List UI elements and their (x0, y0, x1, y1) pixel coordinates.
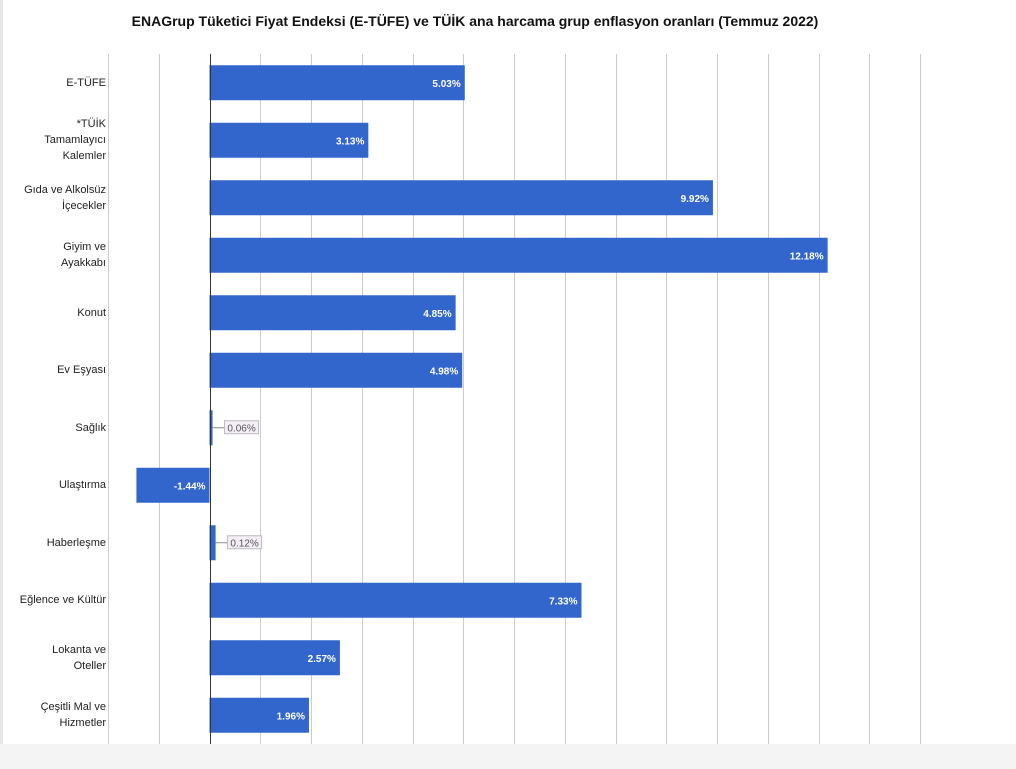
data-label: 4.85% (423, 309, 451, 320)
category-label: Eğlence ve Kültür (4, 592, 106, 608)
category-label: Haberleşme (4, 535, 106, 551)
bar (209, 65, 465, 101)
category-label: E-TÜFE (4, 75, 106, 91)
bar (209, 295, 456, 331)
category-label-line: Giyim ve (63, 241, 106, 254)
category-label: Sağlık (4, 420, 106, 436)
bar (209, 525, 216, 561)
category-label: Konut (4, 305, 106, 321)
data-label: 7.33% (549, 596, 577, 607)
data-label: 9.92% (681, 194, 709, 205)
bar (136, 467, 210, 503)
category-label-line: Kalemler (62, 150, 106, 163)
bar (209, 122, 369, 158)
category-label: Ulaştırma (4, 477, 106, 493)
data-label: 5.03% (432, 79, 460, 90)
bar (209, 582, 582, 618)
chart-title: ENAGrup Tüketici Fiyat Endeksi (E-TÜFE) … (131, 13, 819, 29)
category-label: Giyim ve Ayakkabı (4, 239, 106, 271)
category-label-line: Tamamlayıcı (44, 134, 106, 147)
data-label: -1.44% (174, 481, 206, 492)
page-left-edge (0, 0, 3, 769)
category-label-line: Ulaştırma (58, 479, 106, 492)
category-label-line: Oteller (73, 659, 106, 672)
data-label-box (224, 420, 260, 435)
category-label-line: Çeşitli Mal ve (40, 701, 106, 714)
page-bottom-band (0, 744, 1016, 769)
category-label-line: Gıda ve Alkolsüz (24, 183, 106, 196)
category-label-line: Lokanta ve (52, 643, 106, 656)
bar (209, 180, 713, 216)
category-label: Gıda ve Alkolsüz İçecekler (4, 182, 106, 214)
category-label-line: Ayakkabı (60, 257, 106, 270)
data-label: 3.13% (336, 136, 364, 147)
category-label: Ev Eşyası (4, 362, 106, 378)
category-label: Çeşitli Mal ve Hizmetler (4, 699, 106, 731)
category-label-line: Sağlık (75, 421, 106, 434)
bar (209, 410, 213, 446)
category-label: Lokanta ve Oteller (4, 642, 106, 674)
data-label: 12.18% (790, 251, 824, 262)
data-label: 2.57% (308, 654, 336, 665)
category-label-line: Hizmetler (59, 717, 106, 730)
data-label: 4.98% (430, 366, 458, 377)
category-label-line: Konut (77, 306, 106, 319)
category-label-line: Haberleşme (46, 536, 106, 549)
data-label: 0.12% (230, 538, 258, 549)
bar (209, 352, 463, 388)
bar (209, 697, 309, 733)
data-label-box (227, 535, 263, 550)
category-label-line: İçecekler (61, 199, 106, 212)
category-label-line: E-TÜFE (66, 76, 106, 89)
data-label: 0.06% (227, 423, 255, 434)
category-label-line: *TÜİK (76, 118, 106, 131)
category-label: *TÜİK Tamamlayıcı Kalemler (4, 116, 106, 164)
data-label: 1.96% (277, 711, 305, 722)
bar (209, 237, 828, 273)
bar (209, 640, 340, 676)
category-label-line: Eğlence ve Kültür (19, 594, 106, 607)
category-label-line: Ev Eşyası (57, 364, 106, 377)
